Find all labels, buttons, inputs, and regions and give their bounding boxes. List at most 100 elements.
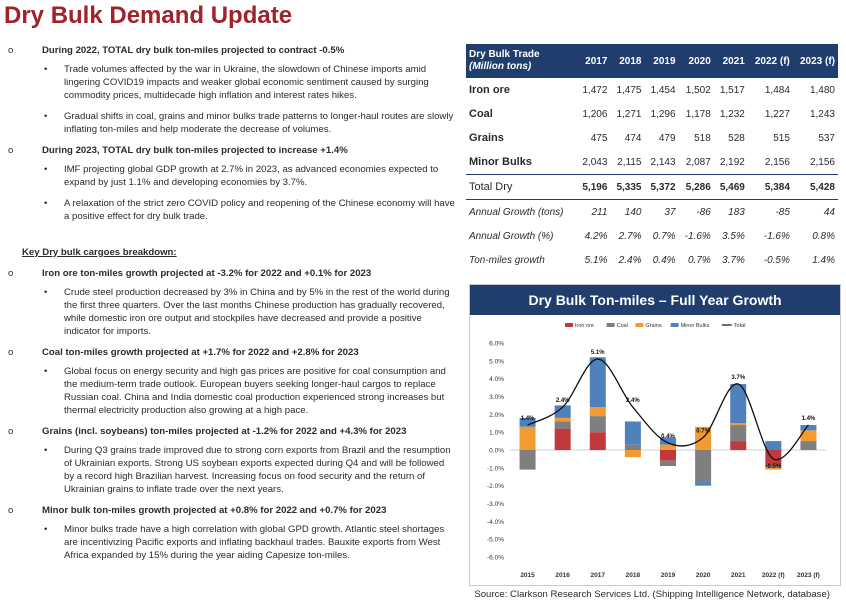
sub-bullet-text: Gradual shifts in coal, grains and minor… (64, 111, 454, 136)
bullet-minor-bulk: o Minor bulk ton-miles growth projected a… (8, 504, 455, 517)
bar-segment (800, 441, 817, 450)
dot-bullet-icon: • (44, 198, 48, 210)
bar-segment (660, 444, 676, 450)
bar-segment (519, 417, 536, 427)
table-cell: -86 (696, 206, 711, 218)
ton-miles-chart: Dry Bulk Ton-miles – Full Year Growth 6.… (469, 284, 841, 586)
table-cell: 183 (728, 206, 745, 218)
sub-bullet: • Minor bulks trade have a high correlati… (8, 523, 455, 562)
table-cell: 2.7% (618, 230, 642, 242)
bar-segment (624, 444, 641, 450)
table-row: Grains 475 474 479 518 528 515 537 (466, 126, 838, 150)
table-cell: 5.1% (584, 254, 608, 266)
year-header: 2022 (f) (747, 44, 793, 78)
bullet-coal: o Coal ton-miles growth projected at +1.7… (8, 346, 455, 359)
legend-swatch (606, 323, 615, 327)
circle-bullet-icon: o (8, 267, 14, 279)
table-cell: 537 (818, 132, 835, 144)
y-tick-label: -5.0% (487, 537, 504, 544)
table-cell: 1,206 (582, 108, 608, 120)
total-data-label: 1.4% (802, 416, 816, 422)
table-cell: 1,484 (764, 84, 790, 96)
table-cell: 2,192 (719, 156, 745, 168)
dot-bullet-icon: • (44, 524, 48, 536)
bullet-grains: o Grains (incl. soybeans) ton-miles proje… (8, 425, 455, 438)
table-row: Ton-miles growth 5.1% 2.4% 0.4% 0.7% 3.7% -0.5… (466, 248, 838, 272)
x-tick-label: 2018 (626, 572, 641, 579)
y-tick-label: 0.0% (489, 448, 504, 455)
table-cell: 515 (773, 132, 790, 144)
chart-title: Dry Bulk Ton-miles – Full Year Growth (470, 285, 840, 315)
bullet-2023-text: During 2023, TOTAL dry bulk ton-miles pr… (42, 145, 348, 157)
year-header: 2019 (644, 44, 679, 78)
row-label: Total Dry (466, 174, 577, 200)
bullet-grains-text: Grains (incl. soybeans) ton-miles projec… (42, 426, 407, 438)
table-cell: 5,196 (576, 174, 611, 200)
table-cell: 1,517 (719, 84, 745, 96)
table-cell: 475 (590, 132, 608, 144)
table-cell: 528 (728, 132, 745, 144)
bar-segment (695, 450, 712, 483)
bullet-2023: o During 2023, TOTAL dry bulk ton-miles p… (8, 144, 455, 157)
x-tick-label: 2016 (555, 572, 570, 579)
table-cell: -0.5% (763, 254, 790, 266)
total-data-label: 2.4% (626, 398, 640, 404)
source-note: Source: Clarkson Research Services Ltd. … (474, 589, 830, 600)
bar-segment (730, 423, 747, 426)
legend-label: Total (734, 323, 746, 329)
table-cell: 2,143 (650, 156, 676, 168)
bar-segment (624, 450, 641, 458)
table-row: Annual Growth (tons) 211 140 37 -86 183 -85 44 (466, 200, 838, 225)
table-row: Iron ore 1,472 1,475 1,454 1,502 1,517 1,484 1,… (466, 78, 838, 102)
row-label: Annual Growth (%) (469, 230, 554, 242)
bar-segment (730, 425, 747, 442)
table-cell: 5,335 (610, 174, 645, 200)
table-cell: 5,286 (678, 174, 714, 200)
y-tick-label: -1.0% (487, 465, 504, 472)
bar-segment (800, 430, 817, 442)
table-cell: 4.2% (584, 230, 608, 242)
total-line (527, 358, 809, 461)
y-tick-label: 4.0% (489, 376, 504, 383)
section-heading: Key Dry bulk cargoes breakdown: (22, 246, 177, 258)
legend-label: Minor Bulks (681, 323, 710, 329)
row-label: Iron ore (469, 84, 510, 96)
table-cell: 1,480 (809, 84, 835, 96)
table-cell: 1,502 (685, 84, 711, 96)
y-tick-label: 3.0% (489, 394, 504, 401)
bar-segment (554, 421, 571, 429)
table-cell: 2,156 (764, 156, 790, 168)
table-header-row: Dry Bulk Trade (Million tons) 2017 2018 2… (466, 44, 838, 78)
circle-bullet-icon: o (8, 505, 14, 517)
table-cell: 5,384 (747, 174, 793, 200)
table-cell: 0.7% (652, 230, 676, 242)
table-cell: 211 (591, 206, 608, 218)
table-cell: 518 (694, 132, 711, 144)
bar-segment (554, 428, 571, 450)
bar-segment (660, 437, 676, 445)
legend-label: Coal (617, 323, 628, 329)
total-data-label: 3.7% (731, 375, 745, 381)
bar-segment (589, 432, 606, 450)
table-cell: 2,156 (809, 156, 835, 168)
bar-segment (589, 416, 606, 433)
x-tick-label: 2020 (696, 572, 711, 579)
table-cell: 1,178 (685, 108, 711, 120)
x-tick-label: 2015 (520, 572, 535, 579)
bullet-minor-bulk-text: Minor bulk ton-miles growth projected at… (42, 505, 387, 517)
table-cell: 2,115 (617, 156, 642, 168)
year-header: 2023 (f) (792, 44, 838, 78)
circle-bullet-icon: o (8, 145, 14, 157)
bar-segment (589, 407, 606, 417)
header-line-1: Dry Bulk Trade (469, 48, 540, 60)
bar-segment (519, 450, 536, 470)
y-tick-label: 5.0% (489, 358, 504, 365)
table-row: Annual Growth (%) 4.2% 2.7% 0.7% -1.6% 3.5% -1… (466, 224, 838, 248)
x-tick-label: 2019 (661, 572, 676, 579)
table-cell: 0.7% (688, 254, 711, 266)
y-tick-label: 2.0% (489, 412, 504, 419)
table-cell: 140 (624, 206, 642, 218)
sub-bullet: • Gradual shifts in coal, grains and mino… (8, 110, 455, 136)
table-cell: 2,043 (582, 156, 608, 168)
bar-segment (519, 426, 536, 450)
